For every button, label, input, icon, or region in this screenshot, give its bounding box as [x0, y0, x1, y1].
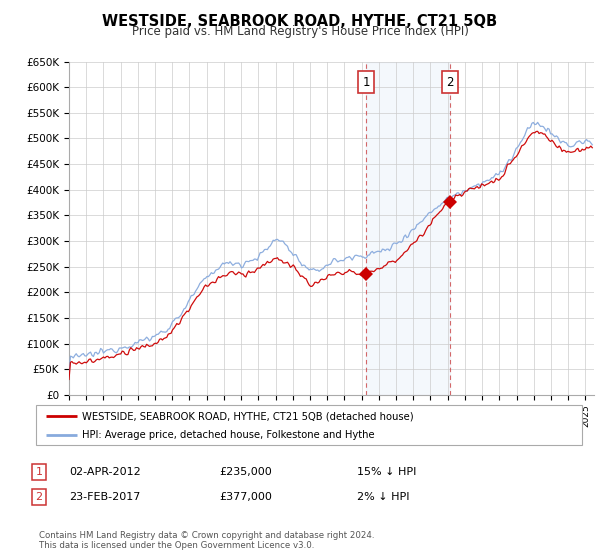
Text: 2: 2: [446, 76, 454, 88]
Text: 02-APR-2012: 02-APR-2012: [69, 467, 141, 477]
Text: £377,000: £377,000: [219, 492, 272, 502]
Text: 2: 2: [35, 492, 43, 502]
Text: £235,000: £235,000: [219, 467, 272, 477]
Text: WESTSIDE, SEABROOK ROAD, HYTHE, CT21 5QB: WESTSIDE, SEABROOK ROAD, HYTHE, CT21 5QB: [103, 14, 497, 29]
Text: Price paid vs. HM Land Registry's House Price Index (HPI): Price paid vs. HM Land Registry's House …: [131, 25, 469, 38]
Text: 2% ↓ HPI: 2% ↓ HPI: [357, 492, 409, 502]
Text: WESTSIDE, SEABROOK ROAD, HYTHE, CT21 5QB (detached house): WESTSIDE, SEABROOK ROAD, HYTHE, CT21 5QB…: [82, 411, 414, 421]
Text: HPI: Average price, detached house, Folkestone and Hythe: HPI: Average price, detached house, Folk…: [82, 430, 375, 440]
Text: Contains HM Land Registry data © Crown copyright and database right 2024.
This d: Contains HM Land Registry data © Crown c…: [39, 531, 374, 550]
Bar: [366, 62, 450, 395]
Text: 15% ↓ HPI: 15% ↓ HPI: [357, 467, 416, 477]
Text: 23-FEB-2017: 23-FEB-2017: [69, 492, 140, 502]
Text: 1: 1: [35, 467, 43, 477]
Text: 1: 1: [362, 76, 370, 88]
